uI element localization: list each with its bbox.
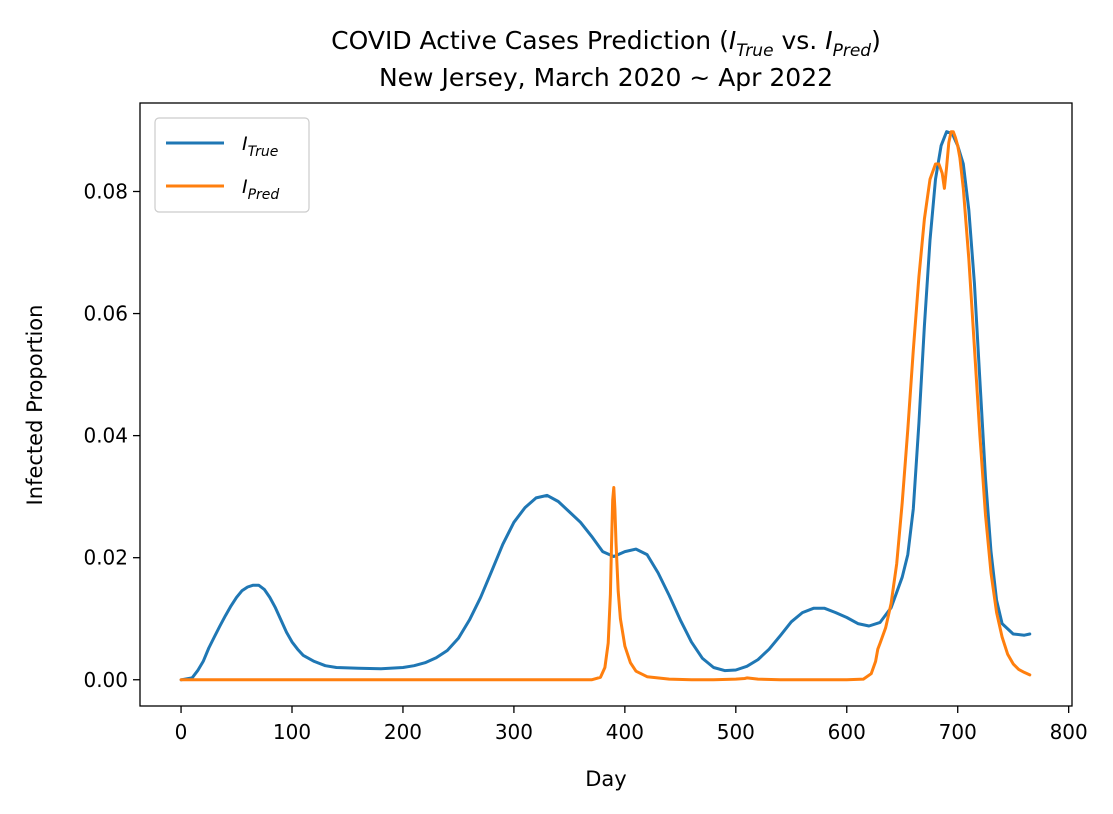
x-tick-label: 100 xyxy=(273,720,311,744)
title-var-pred: I xyxy=(825,26,832,55)
legend-box xyxy=(154,117,310,213)
series-line-i-pred xyxy=(179,130,1032,682)
legend-var-pred: I xyxy=(242,176,248,198)
series-layer xyxy=(179,130,1032,682)
x-tick-label: 400 xyxy=(606,720,644,744)
y-tick-label: 0.06 xyxy=(83,302,128,326)
title-text-main: COVID Active Cases Prediction ( xyxy=(331,26,729,55)
x-tick-label: 700 xyxy=(939,720,977,744)
x-tick-label: 0 xyxy=(175,720,188,744)
legend-var-true: I xyxy=(242,133,248,155)
title-text-mid: vs. xyxy=(774,26,826,55)
y-tick-label: 0.04 xyxy=(83,424,128,448)
y-axis-ticks: 0.00 0.02 0.04 0.06 0.08 xyxy=(83,179,140,692)
title-var-true: I xyxy=(729,26,736,55)
legend-sub-pred: Pred xyxy=(248,187,280,203)
title-sub-pred: Pred xyxy=(833,41,872,61)
y-axis-label: Infected Proportion xyxy=(23,305,47,506)
y-tick-label: 0.02 xyxy=(83,546,128,570)
chart-title-line-1: COVID Active Cases Prediction (ITrue vs.… xyxy=(331,26,881,61)
x-tick-label: 600 xyxy=(828,720,866,744)
legend-label-true: ITrue xyxy=(242,133,278,160)
series-line-i-true xyxy=(179,130,1032,682)
y-tick-label: 0.08 xyxy=(83,179,128,203)
x-axis-label: Day xyxy=(585,767,626,791)
chart-title-line-2: New Jersey, March 2020 ~ Apr 2022 xyxy=(379,63,833,92)
legend: ITrue IPred xyxy=(154,117,310,213)
legend-label-pred: IPred xyxy=(242,176,279,203)
y-tick-label: 0.00 xyxy=(83,668,128,692)
x-tick-label: 500 xyxy=(717,720,755,744)
x-tick-label: 200 xyxy=(384,720,422,744)
title-sub-true: True xyxy=(736,41,773,61)
x-tick-label: 300 xyxy=(495,720,533,744)
legend-sub-true: True xyxy=(248,144,279,160)
x-axis-ticks: 0 100 200 300 400 500 600 700 800 xyxy=(175,706,1088,744)
x-tick-label: 800 xyxy=(1050,720,1088,744)
plot-frame xyxy=(139,102,1073,707)
title-text-end: ) xyxy=(871,26,881,55)
